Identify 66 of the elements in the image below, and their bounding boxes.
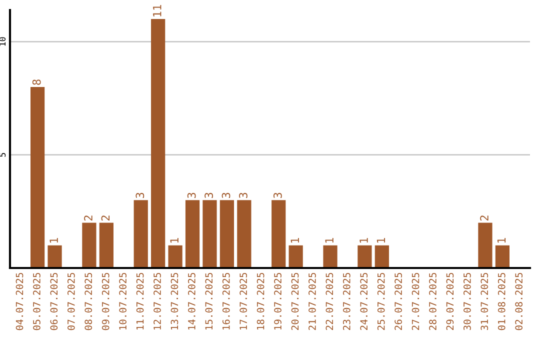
x-tick-label: 16.07.2025 <box>222 272 230 330</box>
x-tick-label: 04.07.2025 <box>16 272 24 330</box>
data-label: 11 <box>153 5 162 16</box>
x-tick-label: 13.07.2025 <box>170 272 178 330</box>
bar <box>288 245 303 268</box>
x-tick-label: 19.07.2025 <box>274 272 282 330</box>
bar <box>185 200 200 268</box>
data-label: 3 <box>187 192 196 198</box>
x-tick-label: 20.07.2025 <box>291 272 299 330</box>
bar <box>495 245 510 268</box>
data-label: 3 <box>222 192 230 198</box>
bar <box>99 222 114 268</box>
bar <box>151 19 166 268</box>
data-label: 3 <box>204 192 213 198</box>
x-tick-label: 01.08.2025 <box>498 272 506 330</box>
bar <box>30 86 45 268</box>
x-tick-label: 23.07.2025 <box>342 272 350 330</box>
bar <box>48 245 62 268</box>
bar <box>220 200 234 268</box>
x-tick-label: 26.07.2025 <box>394 272 402 330</box>
x-tick-label: 14.07.2025 <box>188 272 196 330</box>
bar <box>82 222 96 268</box>
x-tick-label: 18.07.2025 <box>256 272 264 330</box>
data-label: 1 <box>50 238 58 243</box>
data-label: 1 <box>376 238 386 243</box>
x-tick-label: 29.07.2025 <box>446 272 454 330</box>
data-label: 1 <box>290 238 299 243</box>
data-label: 1 <box>170 238 178 243</box>
x-tick-label: 25.07.2025 <box>377 272 385 330</box>
bar <box>272 200 286 268</box>
x-tick-label: 12.07.2025 <box>154 272 161 330</box>
x-tick-label: 30.07.2025 <box>464 272 471 330</box>
bar <box>134 200 148 268</box>
data-label: 2 <box>84 216 92 221</box>
data-label: 1 <box>497 238 506 243</box>
x-tick-label: 27.07.2025 <box>412 272 420 330</box>
bar <box>168 245 182 268</box>
data-label: 3 <box>136 192 144 198</box>
x-tick-label: 28.07.2025 <box>429 272 436 330</box>
x-tick-label: 09.07.2025 <box>102 272 110 330</box>
data-label: 2 <box>480 216 488 221</box>
x-tick-label: 17.07.2025 <box>240 272 248 330</box>
x-tick-label: 10.07.2025 <box>119 272 126 330</box>
bar <box>358 245 372 268</box>
data-label: 8 <box>32 80 41 85</box>
data-label: 1 <box>325 238 334 243</box>
x-tick-label: 11.07.2025 <box>136 272 144 330</box>
x-tick-label: 22.07.2025 <box>326 272 334 330</box>
x-tick-label: 06.07.2025 <box>50 272 58 330</box>
x-tick-label: 07.07.2025 <box>67 272 75 330</box>
data-label: 2 <box>101 216 110 221</box>
bar <box>237 200 252 268</box>
x-tick-label: 05.07.2025 <box>33 272 40 330</box>
x-tick-label: 08.07.2025 <box>84 272 92 330</box>
x-tick-label: 31.07.2025 <box>480 272 488 330</box>
bar <box>374 245 389 268</box>
data-label: 1 <box>360 238 368 243</box>
data-label: 3 <box>239 192 248 198</box>
data-label: 3 <box>273 192 282 198</box>
x-tick-label: 15.07.2025 <box>205 272 213 330</box>
x-tick-label: 21.07.2025 <box>308 272 316 330</box>
bar <box>323 245 338 268</box>
x-tick-label: 02.08.2025 <box>515 272 523 330</box>
x-tick-label: 24.07.2025 <box>360 272 368 330</box>
bar <box>478 222 492 268</box>
bar <box>202 200 217 268</box>
